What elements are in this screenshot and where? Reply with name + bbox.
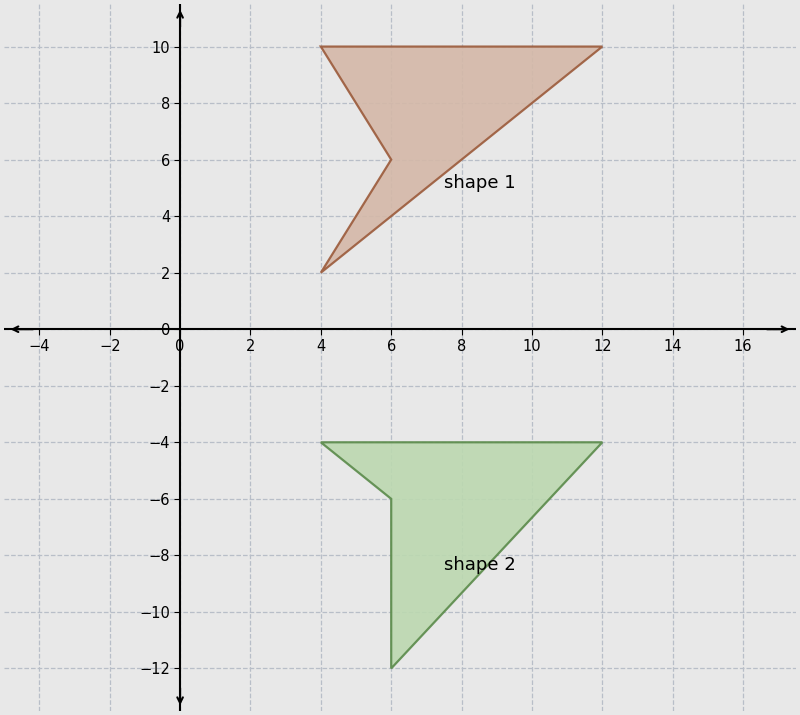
- Text: shape 2: shape 2: [444, 556, 516, 573]
- Text: shape 1: shape 1: [444, 174, 516, 192]
- Polygon shape: [321, 46, 602, 272]
- Polygon shape: [321, 443, 602, 669]
